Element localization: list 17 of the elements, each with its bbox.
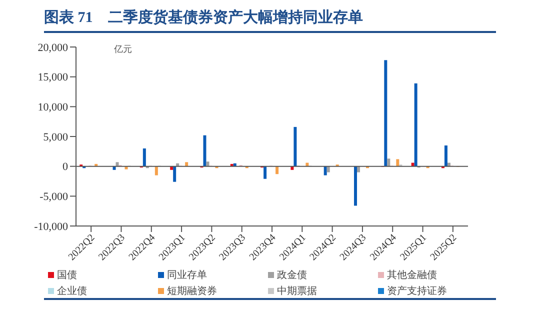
legend-label: 国债 (57, 269, 77, 282)
legend-label: 同业存单 (167, 268, 207, 282)
y-tick-label: 5,000 (43, 131, 68, 144)
legend-label: 企业债 (57, 284, 87, 298)
legend-label: 资产支持证券 (387, 284, 447, 298)
y-tick-label: -10,000 (34, 220, 68, 233)
legend-label: 短期融资券 (167, 284, 217, 298)
y-axis-title: 亿元 (114, 44, 132, 56)
legend-label: 中期票据 (277, 284, 317, 298)
y-tick-label: 10,000 (38, 102, 68, 114)
chart-title: 图表 71 二季度货基债券资产大幅增持同业存单 (44, 8, 496, 33)
legend-label: 其他金融债 (387, 268, 437, 282)
y-tick-label: 0 (62, 161, 68, 174)
legend-label: 政金债 (277, 269, 307, 282)
y-tick-label: 20,000 (38, 42, 68, 54)
y-tick-label: 15,000 (38, 72, 68, 84)
y-tick-label: -5,000 (40, 191, 68, 204)
